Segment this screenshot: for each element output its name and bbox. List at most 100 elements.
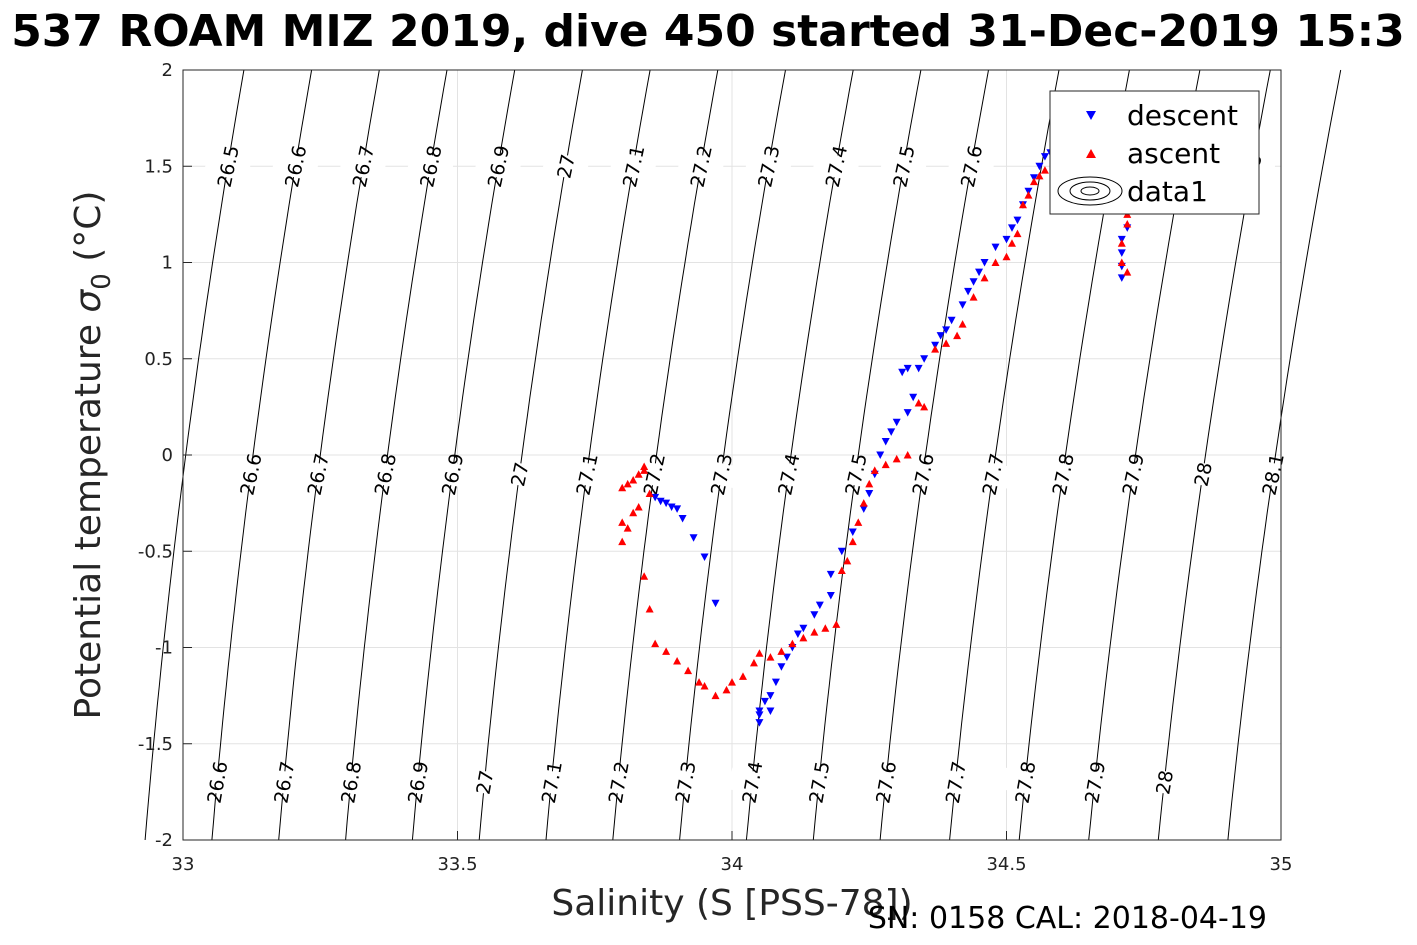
descent-point [667, 503, 676, 511]
descent-point [975, 268, 984, 277]
contour-label: 28 [1190, 460, 1217, 488]
ascent-point [854, 518, 863, 526]
y-axis-label-subscript: 0 [87, 273, 117, 290]
legend-descent-label: descent [1127, 99, 1238, 132]
contour-label-background [1071, 767, 1119, 797]
contour-label-background [764, 458, 813, 490]
descent-point [678, 515, 687, 523]
descent-point [903, 364, 912, 373]
legend-box [1049, 90, 1260, 215]
descent-point [859, 505, 868, 513]
descent-point [1013, 216, 1022, 225]
descent-point [777, 663, 786, 671]
density-contour-line [612, 69, 719, 841]
descent-point [700, 553, 709, 562]
ascent-point [1117, 239, 1126, 247]
descent-point [848, 528, 857, 536]
contour-label: 27 [507, 460, 534, 488]
descent-point [991, 243, 1000, 252]
contour-label-background [406, 150, 455, 182]
ascent-point [629, 508, 638, 517]
descent-point [964, 287, 973, 296]
y-tick-label: 1.5 [144, 156, 173, 177]
ascent-point [777, 647, 786, 655]
contour-label-background [394, 767, 442, 797]
descent-point [914, 364, 923, 373]
descent-point [662, 499, 671, 508]
ascent-point [645, 489, 654, 497]
ascent-point [640, 462, 649, 471]
ascent-point [618, 518, 627, 526]
density-contour-line [545, 69, 651, 841]
contour-label-background [203, 150, 252, 182]
contour-label: 28 [1152, 769, 1178, 797]
contour-label-background [1140, 767, 1188, 797]
descent-point [1007, 224, 1016, 232]
ascent-point [931, 345, 940, 353]
descent-point [958, 301, 967, 309]
descent-point [969, 278, 978, 286]
density-contour-line [679, 69, 786, 841]
ascent-point [651, 639, 660, 648]
descent-point [782, 653, 791, 662]
descent-point [909, 393, 918, 402]
descent-point [711, 599, 720, 608]
legend-ascent-marker [1086, 149, 1096, 158]
x-tick-label: 33 [172, 854, 195, 875]
ascent-point [634, 470, 643, 478]
y-tick-label: -1 [155, 638, 173, 659]
descent-point [1035, 162, 1044, 171]
footer-serial-calibration: SN: 0158 CAL: 2018-04-19 [868, 901, 1267, 936]
chart-title: 537 ROAM MIZ 2019, dive 450 started 31-D… [11, 6, 1405, 57]
ascent-point [991, 258, 1000, 266]
y-tick-label: 0.5 [144, 349, 173, 370]
contour-label-background [831, 458, 880, 490]
ascent-point [695, 678, 704, 686]
ascent-point [662, 647, 671, 655]
ascent-point [673, 656, 682, 665]
ascent-point [623, 524, 632, 532]
descent-point [826, 570, 835, 579]
descent-point [936, 332, 945, 340]
contour-label-background [1038, 458, 1087, 490]
contour-label-background [361, 458, 409, 490]
contour-label-background [795, 767, 843, 797]
ascent-point [738, 672, 747, 680]
contour-label: 27 [553, 152, 580, 180]
ascent-point [1029, 177, 1038, 186]
descent-point [1117, 249, 1126, 257]
ascent-point [969, 293, 978, 301]
descent-point [876, 451, 885, 459]
ascent-point [722, 685, 731, 694]
density-contour-line [278, 69, 380, 841]
legend-data1-label: data1 [1127, 175, 1208, 208]
contour-label-background [879, 150, 928, 182]
density-contour-line [478, 69, 583, 841]
descent-point [771, 678, 780, 687]
descent-point [898, 368, 907, 377]
contour-label-background [947, 150, 995, 182]
contour-label-background [661, 767, 709, 797]
descent-point [673, 505, 682, 513]
y-tick-label: -0.5 [138, 541, 173, 562]
contour-label-background [899, 458, 947, 490]
ascent-point [980, 273, 989, 282]
descent-point [799, 624, 808, 633]
ascent-point [645, 605, 654, 613]
contour-label-background [1108, 458, 1157, 490]
legend-ascent-label: ascent [1127, 137, 1220, 170]
descent-point [689, 534, 698, 542]
ascent-point [766, 653, 775, 661]
density-contour-line [949, 69, 1060, 841]
ascent-point [942, 339, 951, 347]
ascent-point [953, 331, 962, 340]
ascent-point [832, 620, 841, 628]
ascent-point [810, 628, 819, 636]
x-tick-label: 33.5 [437, 854, 477, 875]
contour-label-background [630, 458, 678, 490]
density-contour-line [879, 69, 989, 841]
descent-point [826, 592, 835, 600]
descent-point [755, 719, 764, 727]
ascent-point [848, 537, 857, 546]
